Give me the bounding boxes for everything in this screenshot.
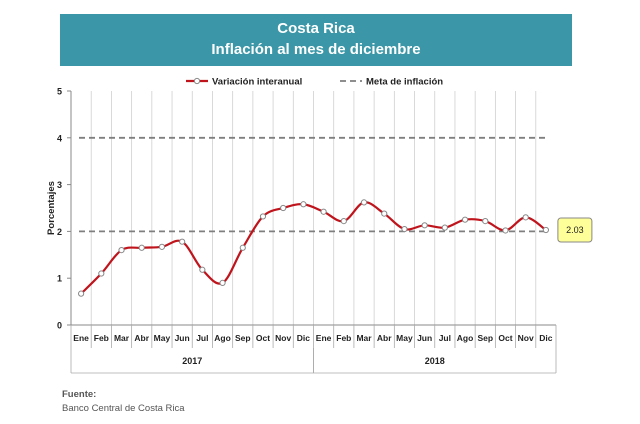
x-tick-label: Jun [417,333,432,343]
data-point [98,270,105,277]
x-tick-label: Abr [134,333,149,343]
data-point [522,214,529,221]
x-tick-label: Feb [336,333,351,343]
x-tick-label: Dic [297,333,311,343]
data-point [320,208,327,215]
x-tick-label: Jul [196,333,208,343]
x-tick-label: Nov [275,333,291,343]
x-tick-label: Nov [518,333,534,343]
x-tick-label: Ene [316,333,332,343]
x-tick-label: Jul [439,333,451,343]
callout-box [557,217,593,243]
x-tick-label: Jun [175,333,190,343]
y-tick-label: 0 [57,321,62,331]
data-point [441,224,448,231]
x-tick-label: Sep [477,333,493,343]
legend-label-meta: Meta de inflación [366,77,443,88]
x-tick-label: Mar [114,333,130,343]
y-axis-label: Porcentajes [46,181,57,235]
y-tick-label: 5 [57,87,62,97]
data-point [219,279,226,286]
data-point [421,222,428,229]
legend-marker-variacion [193,77,201,85]
source-text: Banco Central de Costa Rica [62,403,185,414]
data-point [280,204,287,212]
data-point [401,225,408,233]
data-point [340,218,347,225]
source-note: Fuente: Banco Central de Costa Rica [62,388,185,416]
chart-title: Costa Rica [277,20,355,37]
data-point [138,244,145,251]
y-tick-label: 1 [57,274,62,284]
data-point [461,216,469,223]
data-point [199,266,206,273]
chart-subtitle: Inflación al mes de diciembre [211,41,421,58]
x-tick-label: Mar [356,333,372,343]
data-point [259,213,267,220]
data-point [78,290,85,297]
x-tick-label: Oct [498,333,512,343]
data-point [381,210,388,217]
x-tick-label: Feb [94,333,109,343]
x-tick-label: Ene [73,333,89,343]
data-point [239,244,246,251]
x-tick-label: Sep [235,333,251,343]
x-tick-label: May [154,333,171,343]
callout-label: 2.03 [566,225,584,235]
x-tick-label: Dic [539,333,553,343]
y-tick-label: 4 [57,133,62,143]
x-tick-label: Abr [377,333,392,343]
data-point [502,227,509,234]
source-label: Fuente: [62,389,97,400]
data-point [118,247,125,254]
x-tick-label: May [396,333,413,343]
data-point [360,199,368,206]
legend-label-variacion: Variación interanual [212,77,302,88]
group-label: 2018 [425,356,445,366]
y-tick-label: 2 [57,227,62,237]
data-point [158,243,166,250]
title-banner: Costa Rica Inflación al mes de diciembre [60,14,572,66]
x-tick-label: Ago [457,333,474,343]
x-tick-label: Oct [256,333,270,343]
data-point [300,201,307,208]
y-tick-label: 3 [57,180,62,190]
group-label: 2017 [182,356,202,366]
data-point [542,226,549,234]
data-point [179,238,186,245]
x-tick-label: Ago [214,333,231,343]
data-point [482,218,489,225]
